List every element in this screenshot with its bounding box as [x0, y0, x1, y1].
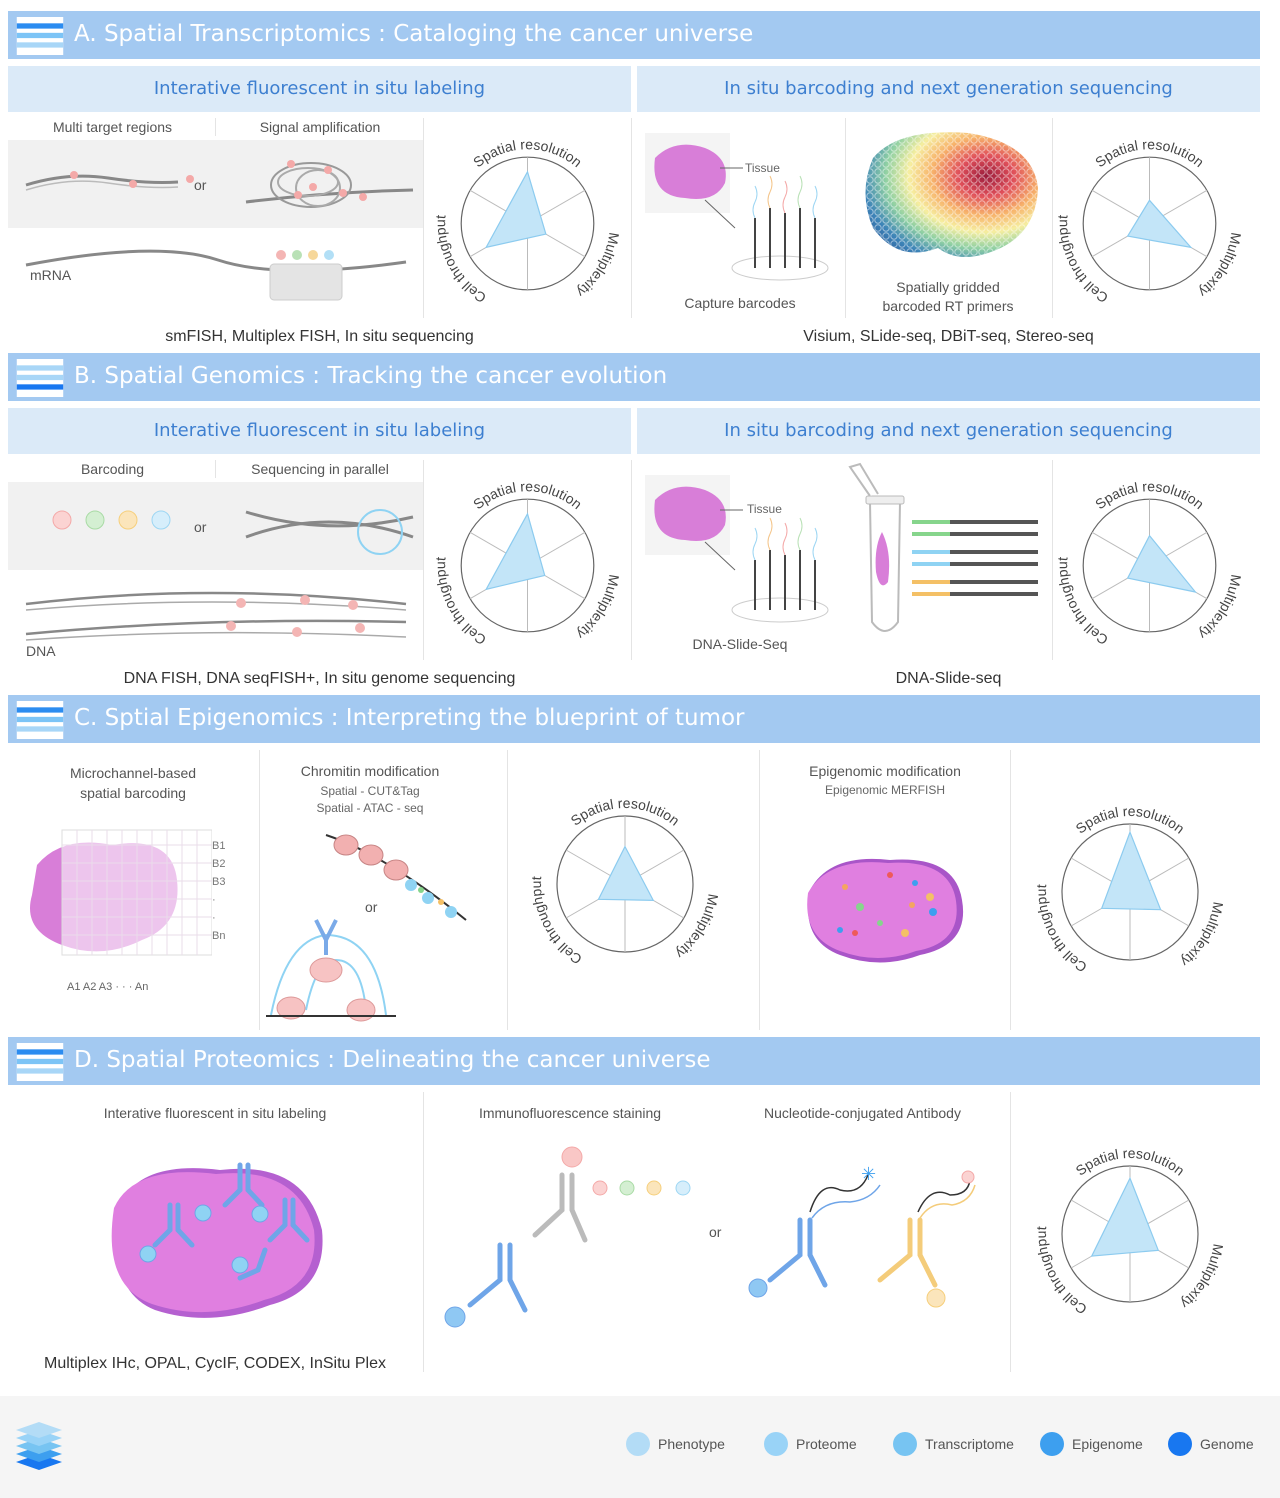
legend-phenotype: Phenotype [626, 1432, 725, 1456]
layers-icon [16, 17, 64, 55]
radar-b-right: Spatial resolution Multiplexity Cell throu… [1052, 464, 1247, 664]
tissue-label: Tissue [747, 502, 782, 516]
dna-fish-diagram [25, 509, 414, 641]
gridded-label: Spatially gridded barcoded RT primers [882, 279, 1014, 314]
radar-label-multiplexity: Multiplexity [574, 573, 623, 642]
legend-epigenome: Epigenome [1040, 1432, 1143, 1456]
epigenomic-sublabel: Epigenomic MERFISH [824, 783, 946, 797]
radar-a-right: Spatial resolution Multiplexity Cell throu… [1052, 122, 1247, 322]
merfish-tissue [807, 858, 964, 963]
microchannel-diagram [30, 829, 212, 956]
stacked-layers-icon [16, 1422, 62, 1470]
radar-label-cell-throughput: Cell throughput [1033, 884, 1090, 976]
mrna-label: mRNA [30, 267, 72, 283]
radar-label-cell-throughput: Cell throughput [432, 214, 489, 306]
radar-label-multiplexity: Multiplexity [1178, 1243, 1227, 1312]
radar-label-multiplexity: Multiplexity [1196, 231, 1245, 300]
fish-diagram [25, 160, 414, 301]
radar-a-left: Spatial resolution Multiplexity Cell throu… [430, 122, 625, 322]
section-c-title: C. Sptial Epigenomics : Interpreting the… [74, 705, 745, 731]
radar-label-multiplexity: Multiplexity [1178, 901, 1227, 970]
section-b-header: B. Spatial Genomics : Tracking the cance… [8, 353, 1260, 401]
or-label: or [194, 177, 207, 193]
dna-slide-seq-label: DNA-Slide-Seq [692, 636, 788, 652]
section-d-methods: Multiplex IHc, OPAL, CycIF, CODEX, InSit… [43, 1355, 387, 1372]
chromatin-label: Chromitin modification [300, 763, 440, 779]
radar-label-cell-throughput: Cell throughput [1054, 556, 1111, 648]
section-b-left-subtitle: Interative fluorescent in situ labeling [8, 408, 631, 454]
multi-target-label: Multi target regions [52, 119, 173, 135]
legend-transcriptome: Transcriptome [893, 1432, 1014, 1456]
proteomics-left-label: Interative fluorescent in situ labeling [103, 1105, 327, 1121]
radar-label-multiplexity: Multiplexity [673, 893, 722, 962]
signal-amplification-label: Signal amplification [259, 119, 381, 135]
layers-icon [16, 701, 64, 739]
proteomics-tissue [111, 1162, 323, 1318]
section-b-left-methods: DNA FISH, DNA seqFISH+, In situ genome s… [123, 670, 516, 687]
or-label: or [365, 899, 378, 915]
or-label: or [194, 519, 207, 535]
radar-label-cell-throughput: Cell throughput [528, 876, 585, 968]
dna-label: DNA [26, 643, 56, 659]
radar-label-multiplexity: Multiplexity [1196, 573, 1245, 642]
microchannel-label: Microchannel-based spatial barcoding [69, 765, 197, 801]
section-c-header: C. Sptial Epigenomics : Interpreting the… [8, 695, 1260, 743]
sequencing-parallel-label: Sequencing in parallel [251, 461, 389, 477]
radar-label-cell-throughput: Cell throughput [432, 556, 489, 648]
section-a-left-methods: smFISH, Multiplex FISH, In situ sequenci… [165, 328, 474, 345]
antibody-diagram: ✳ [444, 1146, 976, 1328]
epigenomic-label: Epigenomic modification [809, 763, 961, 779]
section-a-header: A. Spatial Transcriptomics : Cataloging … [8, 11, 1260, 59]
legend-proteome: Proteome [764, 1432, 857, 1456]
barcoding-label: Barcoding [80, 461, 145, 477]
layers-icon [16, 1043, 64, 1081]
visium-heatmap [865, 132, 1038, 257]
nucleotide-antibody-label: Nucleotide-conjugated Antibody [764, 1105, 961, 1121]
chromatin-diagram [266, 834, 467, 1022]
column-labels: A1 A2 A3 · · · An [67, 981, 149, 993]
capture-barcodes-label: Capture barcodes [684, 295, 796, 311]
dna-slide-seq-diagram [645, 475, 829, 623]
radar-c-left: Spatial resolution Multiplexity Cell throu… [525, 780, 725, 985]
section-b-right-subtitle: In situ barcoding and next generation se… [637, 408, 1260, 454]
section-a-title: A. Spatial Transcriptomics : Cataloging … [74, 21, 754, 47]
radar-label-multiplexity: Multiplexity [574, 231, 623, 300]
tissue-label: Tissue [745, 161, 780, 175]
radar-label-cell-throughput: Cell throughput [1033, 1226, 1090, 1318]
radar-c-right: Spatial resolution Multiplexity Cell throu… [1030, 788, 1230, 993]
section-a-right-methods: Visium, SLide-seq, DBiT-seq, Stereo-seq [803, 328, 1094, 345]
section-b-title: B. Spatial Genomics : Tracking the cance… [74, 363, 668, 389]
legend-genome: Genome [1168, 1432, 1254, 1456]
radar-b-left: Spatial resolution Multiplexity Cell throu… [430, 464, 625, 664]
svg-text:✳: ✳ [861, 1164, 876, 1185]
section-d-header: D. Spatial Proteomics : Delineating the … [8, 1037, 1260, 1085]
row-labels: B1 B2 B3 · · Bn [212, 840, 226, 942]
immunofluorescence-label: Immunofluorescence staining [478, 1105, 662, 1121]
chromatin-sublabels: Spatial - CUT&Tag Spatial - ATAC - seq [316, 784, 424, 815]
or-label: or [709, 1224, 722, 1240]
section-a-left-subtitle: Interative fluorescent in situ labeling [8, 66, 631, 112]
capture-barcodes-diagram [645, 133, 829, 281]
tube-and-reads [848, 462, 1038, 632]
radar-label-cell-throughput: Cell throughput [1054, 214, 1111, 306]
section-b-right-methods: DNA-Slide-seq [895, 670, 1002, 687]
section-a-right-subtitle: In situ barcoding and next generation se… [637, 66, 1260, 112]
section-d-title: D. Spatial Proteomics : Delineating the … [74, 1047, 711, 1073]
layers-icon [16, 359, 64, 397]
radar-d: Spatial resolution Multiplexity Cell throu… [1030, 1130, 1230, 1335]
